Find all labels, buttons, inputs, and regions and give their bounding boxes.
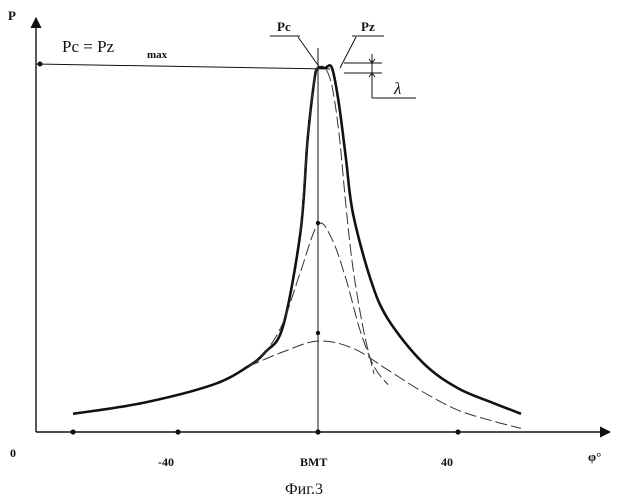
series-dashed-curve-3 [248, 341, 521, 428]
origin-label: 0 [10, 446, 16, 460]
x-tick-label-minus40: -40 [158, 455, 174, 469]
pmax-reference-line [36, 64, 330, 69]
axis-marker-0 [70, 429, 75, 434]
x-tick-label-vmt: ВМТ [300, 455, 327, 469]
pc-leader-line [298, 37, 320, 68]
lambda-label: λ [393, 79, 401, 98]
pmax-axis-marker [38, 62, 43, 67]
y-axis-label: P [8, 8, 16, 23]
peak-marker-1 [316, 221, 320, 225]
series-bold-curve [73, 65, 521, 414]
x-axis-label: φ° [588, 449, 601, 464]
axis-marker-1 [175, 429, 180, 434]
equation-subscript: max [147, 49, 168, 61]
figure-caption: Фиг.3 [285, 481, 323, 498]
pz-label: Pz [361, 19, 375, 34]
pc-label: Pc [277, 19, 291, 34]
axis-marker-3 [455, 429, 460, 434]
x-tick-label-40: 40 [441, 455, 453, 469]
equation-label: Pc = Pz [62, 37, 115, 56]
peak-marker-2 [316, 331, 320, 335]
